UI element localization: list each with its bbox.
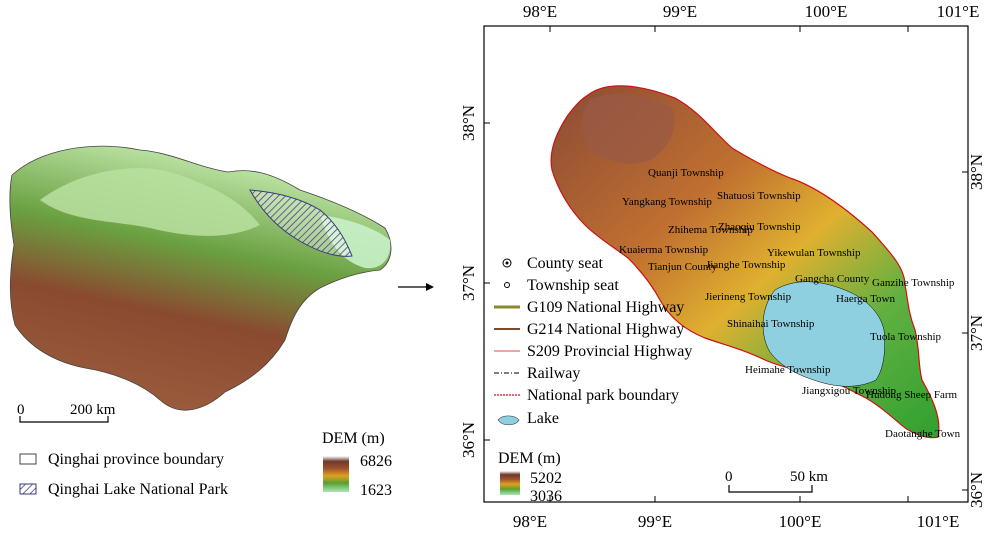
bottom-tick-100: 100°E (779, 512, 822, 531)
left-dem-colorbar (323, 456, 349, 492)
high-mountain-shape (581, 93, 675, 164)
boundary-box-icon (19, 453, 37, 465)
legend-national-park: Qinghai Lake National Park (48, 481, 228, 498)
place-hudong: Hudong Sheep Farm (866, 389, 957, 401)
left-dem-title: DEM (m) (322, 430, 385, 447)
top-tick-98: 98°E (523, 2, 557, 21)
left-legend: Qinghai province boundary Qinghai Lake N… (19, 451, 228, 498)
hatched-box-icon (19, 483, 37, 495)
place-jiangxigou: Jiangxigou Township (802, 385, 897, 397)
township-seat-icon (504, 282, 510, 288)
left-tick-38: 38°N (459, 105, 478, 141)
right-tick-36: 36°N (967, 472, 986, 508)
left-scalebar: 0 200 km (17, 402, 116, 423)
bottom-tick-99: 99°E (638, 512, 672, 531)
map-legend: County seat Township seat G109 National … (494, 255, 692, 427)
left-dem-max: 6826 (360, 453, 392, 470)
left-scalebar-start: 0 (17, 402, 25, 418)
place-tianjun: Tianjun County (648, 261, 717, 273)
place-haerga: Haerga Town (836, 293, 896, 305)
place-shatuosi: Shatuosi Township (717, 190, 801, 202)
left-dem-legend: DEM (m) 6826 1623 (322, 430, 392, 499)
left-scalebar-end: 200 km (70, 402, 116, 418)
pointer-arrow (398, 283, 434, 291)
place-heimahe: Heimahe Township (745, 364, 831, 376)
map-ticks (484, 26, 968, 502)
legend-park-boundary: National park boundary (527, 387, 679, 404)
legend-province-boundary: Qinghai province boundary (48, 451, 224, 468)
legend-g214: G214 National Highway (527, 321, 684, 338)
bottom-tick-101: 101°E (917, 512, 960, 531)
right-tick-38: 38°N (967, 154, 986, 190)
place-yikewulan: Yikewulan Township (767, 247, 861, 259)
place-jianghe: Jianghe Township (706, 259, 786, 271)
right-dem-min: 3036 (530, 488, 562, 505)
place-yangkang: Yangkang Township (622, 196, 712, 208)
place-zhihema: Zhihema Township (668, 224, 753, 236)
right-dem-max: 5202 (530, 470, 562, 487)
place-kuaierma: Kuaierma Township (619, 244, 709, 256)
legend-county-seat: County seat (527, 255, 604, 272)
left-tick-37: 37°N (459, 265, 478, 301)
right-scalebar-start: 0 (725, 469, 733, 485)
place-labels: Tianjun County Gangcha County Quanji Tow… (619, 167, 961, 440)
legend-township-seat: Township seat (527, 277, 619, 294)
right-dem-colorbar (500, 471, 520, 495)
right-dem-title: DEM (m) (498, 450, 561, 467)
bottom-tick-labels: 98°E 99°E 100°E 101°E (513, 512, 959, 531)
right-scalebar: 0 50 km (725, 469, 828, 493)
right-scalebar-end: 50 km (790, 469, 828, 485)
place-daotanghe: Daotanghe Town (885, 428, 961, 440)
place-shinaihai: Shinaihai Township (727, 318, 815, 330)
legend-railway: Railway (527, 365, 580, 382)
province-map (9, 145, 392, 411)
left-dem-min: 1623 (360, 482, 392, 499)
place-tuola: Tuola Township (870, 331, 942, 343)
top-tick-labels: 98°E 99°E 100°E 101°E (523, 2, 979, 21)
legend-lake: Lake (527, 410, 559, 427)
bottom-tick-98: 98°E (513, 512, 547, 531)
place-gangcha: Gangcha County (795, 273, 870, 285)
place-jierineng: Jierineng Township (705, 291, 792, 303)
park-detail-map (550, 85, 940, 439)
county-seat-icon (502, 258, 512, 268)
legend-g109: G109 National Highway (527, 299, 684, 316)
national-park-hatched-area (249, 189, 353, 257)
left-tick-36: 36°N (459, 422, 478, 458)
qinghai-lake-shape (762, 281, 885, 387)
right-dem-legend: DEM (m) 5202 3036 (498, 450, 562, 505)
lake-icon (497, 415, 520, 426)
left-tick-labels: 38°N 37°N 36°N (459, 105, 478, 458)
top-tick-100: 100°E (805, 2, 848, 21)
top-tick-101: 101°E (937, 2, 980, 21)
place-ganzihe: Ganzihe Township (872, 277, 955, 289)
right-tick-37: 37°N (967, 315, 986, 351)
place-quanji: Quanji Township (648, 167, 724, 179)
top-tick-99: 99°E (663, 2, 697, 21)
qaidam-basin-shape (40, 168, 260, 236)
right-tick-labels: 38°N 37°N 36°N (967, 154, 986, 508)
place-zhaoqiu: Zhaoqiu Township (718, 221, 801, 233)
legend-s209: S209 Provincial Highway (527, 343, 692, 360)
